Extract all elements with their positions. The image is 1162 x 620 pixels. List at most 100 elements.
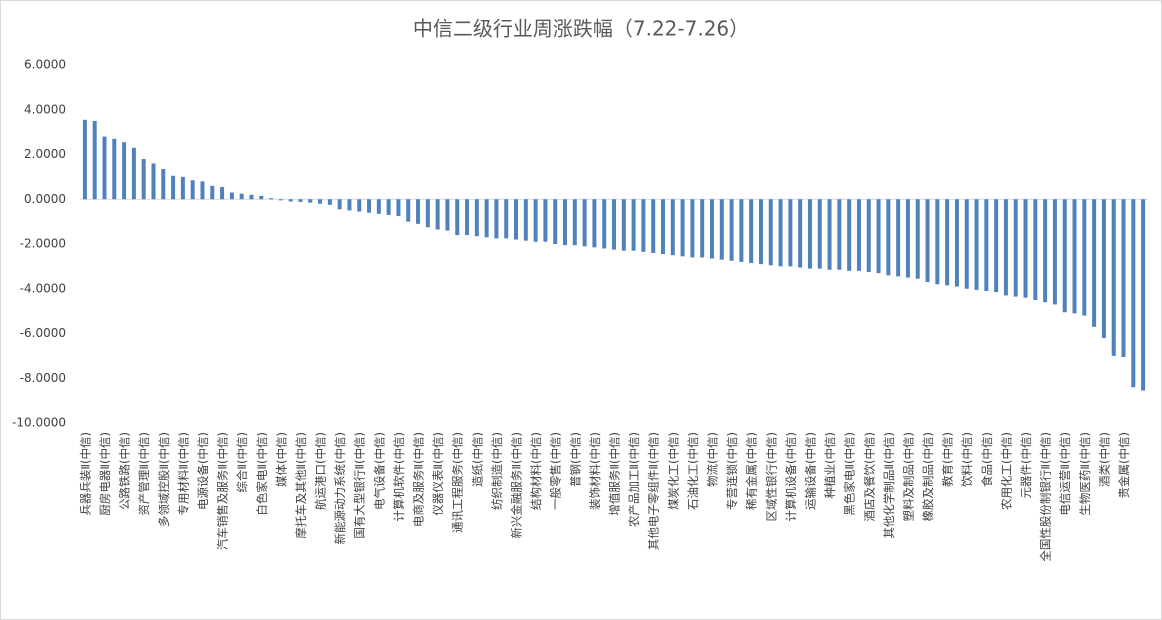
- bar: [327, 199, 332, 205]
- x-tick-label: 塑料及制品(中信): [901, 432, 915, 521]
- x-tick-label: 纺织制造(中信): [490, 432, 504, 510]
- bar: [347, 199, 352, 211]
- bar: [543, 199, 548, 242]
- x-tick-label: 贵金属(中信): [1117, 432, 1131, 498]
- bar: [533, 199, 538, 242]
- bar: [1003, 199, 1008, 296]
- bar: [465, 199, 470, 236]
- bar: [670, 199, 675, 256]
- bar: [1121, 199, 1126, 357]
- x-tick-label: 计算机设备(中信): [784, 432, 798, 521]
- bar: [318, 199, 323, 204]
- bar: [798, 199, 803, 268]
- bar: [817, 199, 822, 269]
- bar: [729, 199, 734, 261]
- x-tick-label: 煤炭化工(中信): [666, 432, 680, 510]
- x-tick-label: 摩托车及其他Ⅱ(中信): [294, 432, 308, 539]
- bar: [425, 199, 430, 228]
- x-tick-label: 元器件(中信): [1019, 432, 1033, 498]
- x-tick-label: 区域性银行(中信): [764, 432, 778, 521]
- x-tick-label: 电气设备(中信): [372, 432, 386, 510]
- x-tick-label: 运输设备(中信): [803, 432, 817, 510]
- x-tick-label: 新兴金融服务Ⅱ(中信): [510, 432, 524, 539]
- bar: [1013, 199, 1018, 297]
- x-tick-label: 酒类(中信): [1097, 432, 1111, 487]
- bar: [680, 199, 685, 257]
- x-tick-label: 资产管理Ⅱ(中信): [137, 432, 151, 516]
- x-tick-label: 媒体(中信): [274, 432, 288, 487]
- x-tick-label: 电信运营Ⅱ(中信): [1058, 432, 1072, 516]
- bar: [621, 199, 626, 251]
- bar: [709, 199, 714, 259]
- bar: [553, 199, 558, 244]
- y-tick-label: -6.0000: [20, 326, 66, 340]
- bar: [239, 193, 244, 200]
- bar: [386, 199, 391, 215]
- bar: [141, 158, 146, 200]
- bar: [269, 198, 274, 200]
- x-tick-label: 计算机软件(中信): [392, 432, 406, 521]
- bar: [768, 199, 773, 266]
- x-tick-label: 新能源动力系统(中信): [333, 432, 347, 544]
- chart-title: 中信二级行业周涨跌幅（7.22-7.26）: [413, 17, 749, 41]
- bar: [651, 199, 656, 253]
- bar: [582, 199, 587, 247]
- bar: [935, 199, 940, 285]
- bar: [1052, 199, 1057, 305]
- x-tick-label: 增值服务Ⅱ(中信): [608, 432, 622, 516]
- x-tick-label: 其他化学制品Ⅱ(中信): [882, 432, 896, 539]
- bar: [337, 199, 342, 210]
- bar: [641, 199, 646, 252]
- bar: [925, 199, 930, 283]
- bar: [690, 199, 695, 258]
- bar: [474, 199, 479, 237]
- bar: [866, 199, 871, 272]
- x-tick-label: 物流(中信): [705, 432, 719, 487]
- x-tick-label: 饮料(中信): [960, 432, 974, 487]
- bar: [82, 119, 87, 200]
- bar: [807, 199, 812, 269]
- x-tick-label: 白色家电Ⅱ(中信): [255, 432, 269, 516]
- bar: [915, 199, 920, 279]
- bar: [827, 199, 832, 270]
- bar: [886, 199, 891, 276]
- y-tick-label: 2.0000: [24, 147, 66, 161]
- bar: [92, 120, 97, 200]
- x-tick-label: 通讯工程服务(中信): [451, 432, 465, 533]
- y-tick-label: 0.0000: [24, 192, 66, 206]
- bar: [974, 199, 979, 290]
- x-tick-label: 农用化工(中信): [999, 432, 1013, 510]
- x-tick-label: 航运港口(中信): [314, 432, 328, 510]
- x-tick-label: 酒店及餐饮(中信): [862, 432, 876, 521]
- x-tick-label: 公路铁路(中信): [118, 432, 132, 510]
- x-tick-label: 橡胶及制品(中信): [921, 432, 935, 521]
- x-tick-label: 专用材料Ⅱ(中信): [176, 432, 190, 516]
- bar: [484, 199, 489, 238]
- bar: [1062, 199, 1067, 313]
- bar: [1141, 199, 1146, 391]
- x-tick-label: 一般零售(中信): [549, 432, 563, 510]
- bar: [445, 199, 450, 231]
- bar: [612, 199, 616, 250]
- bar: [660, 199, 665, 255]
- bar: [945, 199, 950, 286]
- bar: [719, 199, 724, 260]
- bar: [288, 199, 293, 202]
- bar: [964, 199, 969, 289]
- bar: [1111, 199, 1116, 356]
- bar: [1072, 199, 1077, 314]
- bar: [131, 147, 136, 200]
- x-tick-label: 厨房电器Ⅱ(中信): [98, 432, 112, 516]
- x-tick-label: 石油化工(中信): [686, 432, 700, 510]
- bar: [122, 142, 127, 200]
- x-tick-label: 结构材料(中信): [529, 432, 543, 510]
- bar: [700, 199, 705, 258]
- x-tick-label: 黑色家电Ⅱ(中信): [843, 432, 857, 516]
- bar: [1131, 199, 1136, 388]
- x-tick-label: 稀有金属(中信): [745, 432, 759, 510]
- bar: [190, 180, 195, 200]
- x-tick-label: 国有大型银行Ⅱ(中信): [353, 432, 367, 539]
- bar: [455, 199, 460, 236]
- bar: [249, 194, 254, 200]
- bar: [180, 176, 185, 200]
